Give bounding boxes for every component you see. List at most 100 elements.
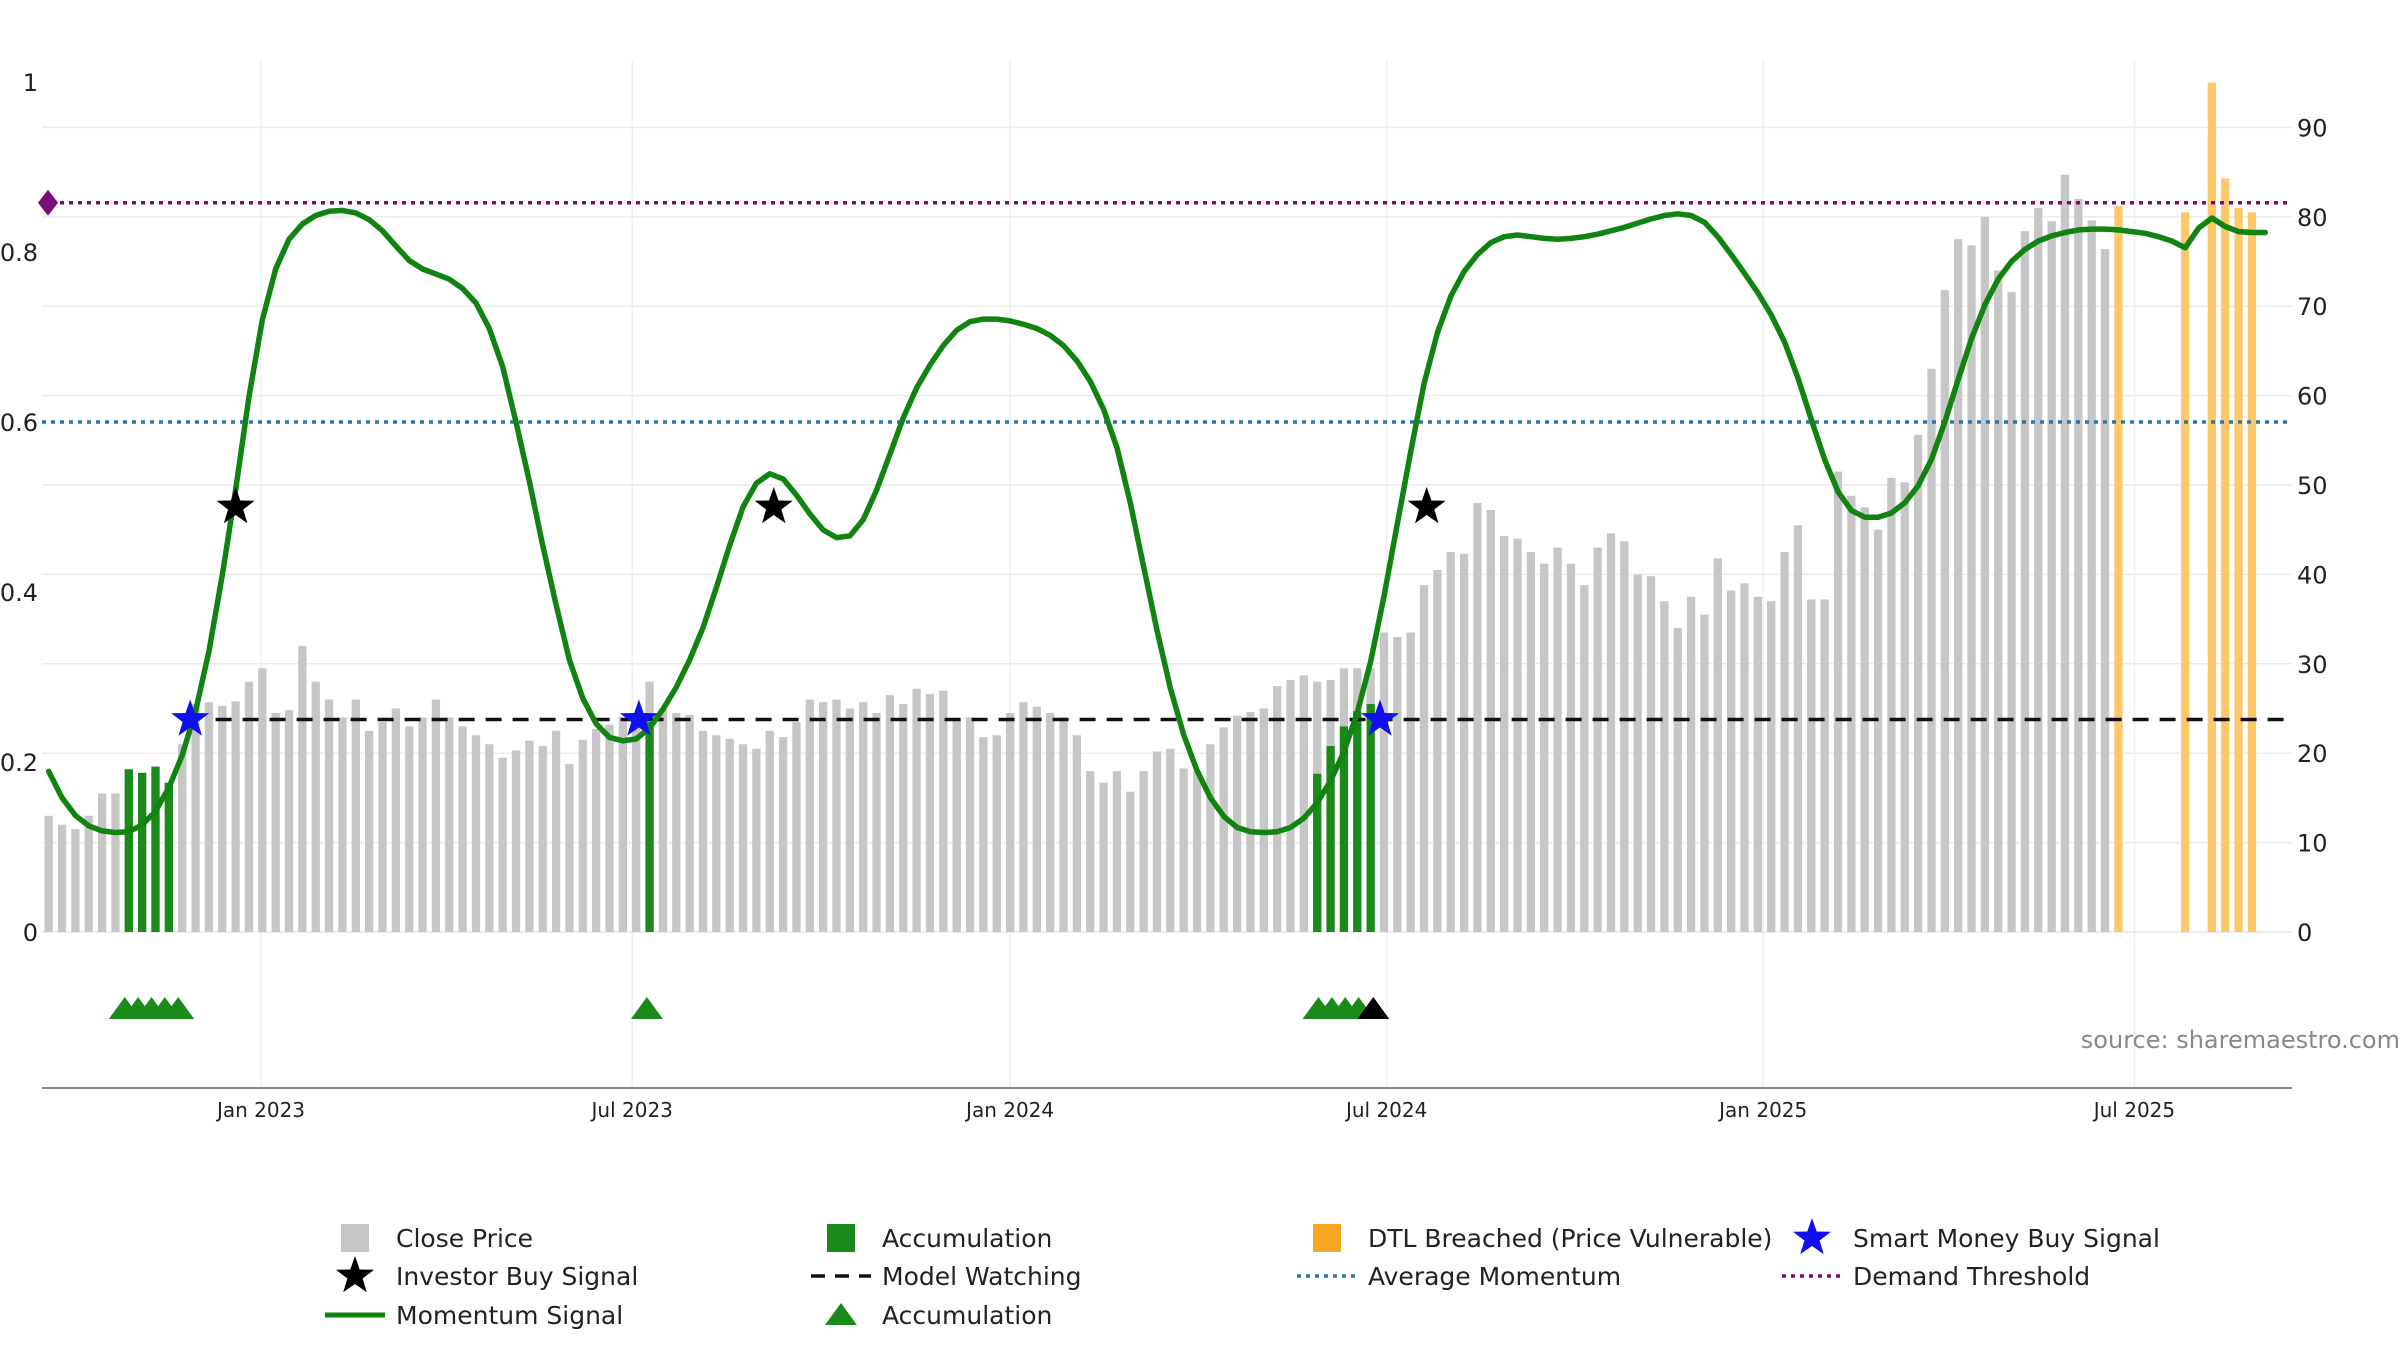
close-price-bar [605,724,614,932]
right-tick-label: 10 [2297,830,2328,858]
close-price-bar [1967,245,1976,932]
accumulation-bar [1339,726,1349,932]
close-price-bar [1005,712,1015,932]
close-price-bar [1393,636,1402,932]
close-price-bar [1246,712,1255,932]
accumulation-bar [124,769,133,932]
accumulation-bar [1326,746,1335,932]
close-price-bar [965,717,975,932]
close-price-bar [97,793,107,932]
close-price-bar [832,699,841,932]
close-price-bar [1259,708,1268,932]
dtl-breached-bar [2247,212,2257,932]
close-price-bar [351,699,360,932]
close-price-bar [1927,368,1936,932]
close-price-bar [1793,525,1803,932]
close-price-bar [1219,727,1228,932]
close-price-bar [1459,553,1469,932]
close-price-bar [1540,563,1549,932]
close-price-bar [845,708,855,932]
x-tick-label: Jul 2024 [1344,1098,1427,1122]
legend-swatch-breached [1313,1224,1341,1252]
close-price-bar [378,721,387,932]
close-price-bar [1593,547,1602,932]
legend-triangle-accumulation [825,1303,857,1325]
close-price-bar [551,730,561,932]
right-tick-label: 30 [2297,651,2328,679]
close-price-bar [84,815,93,932]
x-tick-label: Jan 2024 [964,1098,1054,1122]
close-price-bar [471,735,481,932]
close-price-bar [445,717,454,932]
legend-star-investor [336,1256,374,1293]
line-layer [38,189,2292,836]
close-price-bar [1406,632,1415,932]
close-price-bar [685,714,694,932]
investor-buy-signal-star [1407,487,1446,524]
close-price-bar [1166,748,1175,932]
close-price-bar [1446,552,1455,932]
accumulation-bar [1313,773,1322,932]
close-price-bar [538,746,547,932]
accumulation-triangle [162,997,195,1019]
close-price-bar [1620,541,1629,932]
close-price-bar [1673,628,1682,932]
close-price-bar [1700,614,1709,932]
close-price-bar [618,717,627,932]
momentum-signal-line [45,207,2269,836]
left-tick-label: 0.6 [0,409,38,437]
close-price-bar [1820,599,1829,932]
close-price-bar [1086,771,1095,932]
demand-threshold-marker [38,189,58,216]
close-price-bar [1192,771,1202,932]
legend-item: DTL Breached (Price Vulnerable) [1313,1224,1772,1253]
close-price-bar [712,735,721,932]
close-price-bar [1500,535,1509,932]
close-price-bar [258,668,267,932]
legend-label: Close Price [396,1224,533,1253]
right-tick-label: 0 [2297,919,2312,947]
left-tick-label: 1 [23,69,38,97]
legend-item: Demand Threshold [1782,1262,2090,1291]
close-price-bar [2074,198,2083,933]
right-tick-label: 20 [2297,740,2328,768]
close-price-bar [632,726,641,932]
legend-swatch-accumulation [827,1224,855,1252]
right-tick-label: 40 [2297,561,2328,589]
x-tick-label: Jul 2023 [590,1098,673,1122]
close-price-bar [578,739,587,932]
close-price-bar [1713,558,1722,932]
right-tick-label: 80 [2297,204,2328,232]
close-price-bar [324,699,334,932]
close-price-bar [1126,791,1135,932]
accumulation-bar [1366,704,1375,932]
close-price-bar [992,735,1001,932]
accumulation-bar [151,766,160,932]
accumulation-bar [1353,711,1362,932]
close-price-bar [592,729,601,932]
right-tick-label: 70 [2297,293,2328,321]
close-price-bar [2020,231,2030,932]
close-price-bar [1206,744,1215,932]
close-price-bar [1112,771,1122,932]
legend-item: Average Momentum [1297,1262,1621,1291]
close-price-bar [391,708,400,932]
legend-layer: Close Price Investor Buy Signal Momentum S… [325,1218,2160,1330]
close-price-bar [1727,590,1736,932]
close-price-bar [311,681,320,932]
right-tick-label: 50 [2297,472,2328,500]
close-price-bar [725,738,734,932]
x-tick-label: Jul 2025 [2092,1098,2175,1122]
close-price-bar [565,763,574,932]
accumulation-triangle [630,997,663,1019]
legend-label: Accumulation [882,1224,1052,1253]
close-price-bar [1606,533,1616,932]
close-price-bar [525,740,534,932]
close-price-bar [1940,290,1949,932]
close-price-bar [738,744,748,932]
close-price-bar [1526,552,1536,932]
close-price-bar [885,695,895,932]
legend-item: Momentum Signal [325,1301,623,1330]
bar-layer [44,82,2257,933]
close-price-bar [1019,702,1028,932]
